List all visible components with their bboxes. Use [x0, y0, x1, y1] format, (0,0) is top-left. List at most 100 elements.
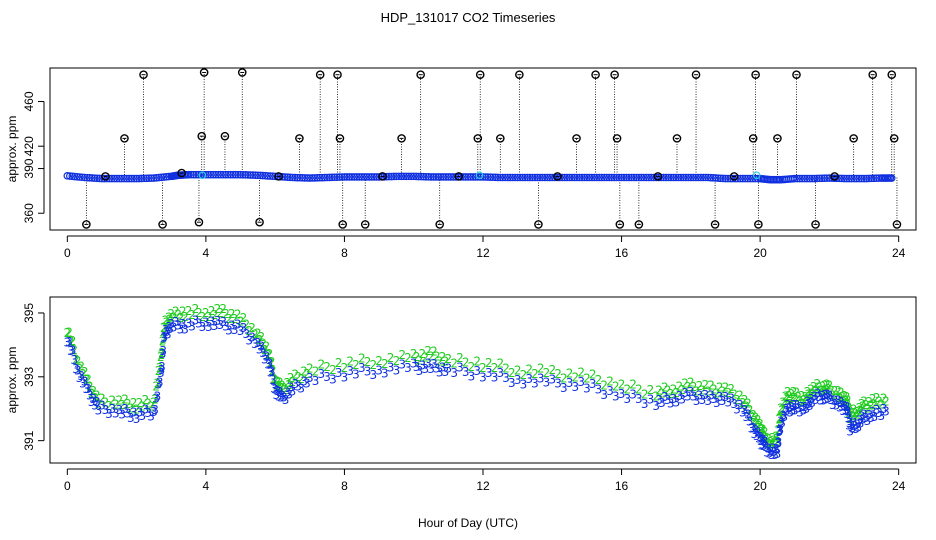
spike-point — [416, 70, 425, 80]
series-2-point: 2 — [188, 308, 196, 322]
series-2-point: 2 — [722, 381, 730, 395]
baseline-point — [226, 170, 235, 179]
baseline-point — [568, 173, 576, 182]
baseline-point — [840, 174, 849, 183]
series-2-point: 2 — [675, 380, 683, 394]
x-tick-label: 12 — [476, 246, 490, 260]
series-2-point: 2 — [658, 387, 666, 401]
series-2-point: 2 — [105, 399, 113, 413]
series-3-point: 3 — [91, 398, 99, 412]
series-3-point: 3 — [387, 360, 395, 374]
series-3-point: 3 — [871, 410, 879, 424]
series-2-point: 2 — [764, 432, 772, 446]
series-2-point: 2 — [844, 394, 852, 408]
series-3-point: 3 — [419, 358, 427, 372]
series-3-point: 3 — [164, 327, 172, 341]
series-2-point: 2 — [292, 368, 300, 382]
series-2-point: 2 — [158, 348, 166, 362]
baseline-point — [714, 174, 722, 182]
baseline-point — [536, 173, 544, 182]
series-2-point: 2 — [419, 347, 427, 361]
baseline-point — [546, 173, 554, 182]
series-3-point: 3 — [162, 323, 170, 337]
series-3-point: 3 — [802, 402, 810, 416]
baseline-point — [746, 174, 755, 183]
series-2-point: 2 — [170, 311, 178, 325]
series-3-point: 3 — [445, 362, 453, 376]
series-3-point: 3 — [275, 389, 283, 403]
series-2-point: 2 — [160, 321, 168, 335]
smoothed-panel: 2222222222222222222222222222222222222222… — [5, 296, 917, 493]
series-3-point: 3 — [661, 390, 669, 404]
series-2-point: 2 — [767, 435, 775, 449]
series-3-point: 3 — [775, 425, 783, 439]
series-3-point: 3 — [274, 384, 282, 398]
spike-point — [378, 172, 387, 181]
series-2-point: 2 — [801, 390, 809, 404]
baseline-point — [845, 174, 853, 183]
series-2-point: 2 — [748, 409, 756, 423]
raw-x-axis: 0 4 8 12 16 20 24 — [64, 235, 906, 260]
series-3-point: 3 — [722, 390, 730, 404]
series-2-point: 2 — [810, 380, 818, 394]
series-2-point: 2 — [462, 355, 470, 369]
series-2-point: 2 — [772, 430, 780, 444]
series-3-point: 3 — [801, 400, 809, 414]
baseline-point — [696, 173, 705, 182]
baseline-point — [585, 173, 594, 182]
series-2-point: 2 — [300, 365, 308, 379]
series-2-point: 2 — [807, 382, 815, 396]
series-2-point: 2 — [730, 387, 738, 401]
series-2-point: 2 — [843, 390, 851, 404]
series-2-point: 2 — [869, 392, 877, 406]
baseline-point — [402, 172, 411, 181]
spike-point — [333, 70, 342, 80]
highlight-point — [198, 171, 207, 180]
series-3-point: 3 — [790, 398, 798, 412]
series-3-point: 3 — [277, 391, 285, 405]
series-3-point: 3 — [749, 421, 757, 435]
baseline-point — [189, 170, 198, 179]
series-3-point: 3 — [242, 327, 250, 341]
series-3-point: 3 — [225, 324, 233, 338]
baseline-point — [644, 173, 653, 182]
series-2-point: 2 — [875, 394, 883, 408]
baseline-point — [325, 173, 334, 182]
baseline-point — [615, 173, 623, 182]
series-3-point: 3 — [508, 376, 516, 390]
series-2-point: 2 — [86, 379, 94, 393]
series-2-point: 2 — [813, 377, 821, 391]
series-2-point: 2 — [800, 394, 808, 408]
series-2-point: 2 — [757, 427, 765, 441]
series-2-point: 2 — [836, 391, 844, 405]
series-3-point: 3 — [794, 402, 802, 416]
series-3-point: 3 — [264, 358, 272, 372]
series-2-point: 2 — [624, 382, 632, 396]
series-2-point: 2 — [456, 351, 464, 365]
baseline-point — [239, 170, 247, 179]
series-3-point: 3 — [70, 353, 78, 367]
series-3-point: 3 — [543, 376, 551, 390]
series-2-point: 2 — [393, 354, 401, 368]
series-2-point: 2 — [848, 406, 856, 420]
baseline-point — [669, 173, 678, 182]
series-2-point: 2 — [577, 365, 585, 379]
series-2-point: 2 — [228, 307, 236, 321]
series-3-point: 3 — [572, 380, 580, 394]
baseline-point — [409, 172, 418, 181]
series-2-point: 2 — [72, 352, 80, 366]
series-2-point: 2 — [496, 356, 504, 370]
spike-point — [773, 134, 782, 143]
series-3-point: 3 — [410, 356, 418, 370]
series-2-point: 2 — [150, 395, 158, 409]
series-3-point: 3 — [89, 392, 97, 406]
series-2-point: 2 — [839, 394, 847, 408]
series-2-point: 2 — [424, 344, 432, 358]
series-3-point: 3 — [214, 314, 222, 328]
series-2-point: 2 — [846, 412, 854, 426]
series-2-point: 2 — [867, 398, 875, 412]
baseline-point — [677, 173, 685, 182]
series-2-point: 2 — [167, 307, 175, 321]
series-3-point: 3 — [767, 445, 775, 459]
